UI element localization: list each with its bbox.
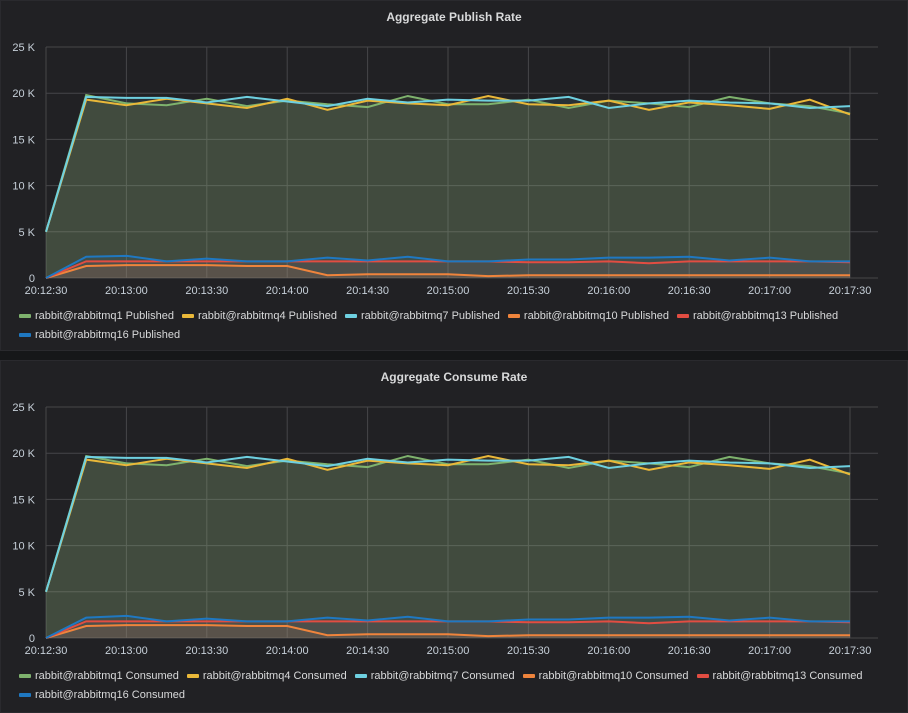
series-area-5 [46, 615, 850, 638]
legend-label: rabbit@rabbitmq1 Consumed [35, 670, 179, 682]
legend-item[interactable]: rabbit@rabbitmq10 Consumed [522, 667, 689, 686]
legend-item[interactable]: rabbit@rabbitmq7 Published [344, 307, 500, 326]
series-area-0 [46, 95, 850, 278]
y-tick-label: 10 K [12, 541, 35, 553]
y-tick-label: 15 K [12, 494, 35, 506]
consume-rate-chart: 0 5 K 10 K 15 K 20 K 25 K 20:12:30 20:13:00 20:1… [12, 402, 878, 657]
legend-item[interactable]: rabbit@rabbitmq7 Consumed [354, 667, 515, 686]
y-tick-label: 0 [29, 273, 35, 285]
panel-title[interactable]: Aggregate Publish Rate [386, 10, 522, 24]
x-tick-label: 20:17:30 [829, 645, 872, 657]
x-tick-label: 20:16:00 [587, 645, 630, 657]
x-tick-label: 20:17:00 [748, 285, 791, 297]
y-tick-label: 0 [29, 633, 35, 645]
x-tick-label: 20:15:00 [427, 645, 470, 657]
legend-label: rabbit@rabbitmq13 Published [693, 310, 839, 322]
legend-swatch [181, 314, 194, 319]
x-tick-label: 20:14:00 [266, 645, 309, 657]
legend-item[interactable]: rabbit@rabbitmq16 Consumed [19, 686, 185, 705]
x-tick-label: 20:16:00 [587, 285, 630, 297]
x-tick-label: 20:15:30 [507, 645, 550, 657]
legend-swatch [19, 333, 31, 338]
legend-item[interactable]: rabbit@rabbitmq13 Consumed [696, 667, 863, 686]
x-tick-label: 20:12:30 [25, 645, 68, 657]
series-line-5 [45, 614, 850, 639]
legend-label: rabbit@rabbitmq7 Published [360, 310, 500, 322]
series-area-2 [46, 456, 850, 638]
legend-label: rabbit@rabbitmq7 Consumed [370, 670, 515, 682]
x-tick-label: 20:15:00 [427, 285, 470, 297]
consume-rate-panel: Aggregate Consume Rate 0 5 K 10 K 15 K 20 K 2… [0, 360, 908, 713]
series-area-2 [46, 96, 850, 279]
x-tick-label: 20:15:30 [507, 285, 550, 297]
series-area-0 [46, 455, 850, 638]
legend-swatch [19, 693, 31, 698]
publish-rate-panel: Aggregate Publish Rate 0 5 K 10 K 15 K 20 K 2… [0, 0, 908, 351]
series-line-5 [45, 254, 850, 279]
x-tick-label: 20:13:00 [105, 285, 148, 297]
y-tick-label: 5 K [18, 587, 35, 599]
legend-swatch [696, 674, 709, 679]
y-tick-label: 20 K [12, 88, 35, 100]
y-tick-label: 10 K [12, 181, 35, 193]
legend-swatch [507, 314, 520, 319]
x-tick-label: 20:17:00 [748, 645, 791, 657]
legend-label: rabbit@rabbitmq13 Consumed [712, 670, 863, 682]
legend-item[interactable]: rabbit@rabbitmq1 Published [19, 307, 174, 326]
legend-swatch [344, 314, 357, 319]
legend-swatch [19, 314, 31, 319]
series-area-1 [46, 95, 850, 278]
legend-swatch [677, 314, 689, 319]
legend-item[interactable]: rabbit@rabbitmq4 Consumed [186, 667, 347, 686]
legend: rabbit@rabbitmq1 Published rabbit@rabbitm… [19, 307, 899, 345]
legend-label: rabbit@rabbitmq16 Published [35, 329, 181, 341]
legend-label: rabbit@rabbitmq10 Published [523, 310, 669, 322]
y-tick-label: 25 K [12, 402, 35, 414]
x-tick-label: 20:14:00 [266, 285, 309, 297]
legend-label: rabbit@rabbitmq16 Consumed [35, 689, 185, 701]
x-tick-label: 20:16:30 [668, 285, 711, 297]
legend-item[interactable]: rabbit@rabbitmq13 Published [677, 307, 838, 326]
series-area-3 [46, 625, 850, 638]
x-tick-label: 20:14:30 [346, 645, 389, 657]
legend-label: rabbit@rabbitmq4 Consumed [202, 670, 347, 682]
series-area-3 [46, 265, 850, 278]
legend-swatch [354, 674, 367, 679]
legend-swatch [19, 674, 31, 679]
y-tick-label: 25 K [12, 42, 35, 54]
legend-label: rabbit@rabbitmq4 Published [197, 310, 337, 322]
legend-swatch [186, 674, 199, 679]
y-tick-label: 20 K [12, 448, 35, 460]
y-tick-label: 5 K [18, 227, 35, 239]
publish-rate-chart: 0 5 K 10 K 15 K 20 K 25 K 20:12:30 20:13:00 20:1… [12, 42, 878, 297]
legend-item[interactable]: rabbit@rabbitmq1 Consumed [19, 667, 179, 686]
x-tick-label: 20:13:30 [185, 285, 228, 297]
legend-item[interactable]: rabbit@rabbitmq4 Published [181, 307, 337, 326]
series-area-1 [46, 455, 850, 638]
legend-label: rabbit@rabbitmq10 Consumed [538, 670, 689, 682]
legend-item[interactable]: rabbit@rabbitmq16 Published [19, 326, 180, 345]
legend-item[interactable]: rabbit@rabbitmq10 Published [507, 307, 669, 326]
series-line-3 [45, 624, 850, 639]
panel-title[interactable]: Aggregate Consume Rate [380, 370, 528, 384]
series-line-2 [45, 455, 851, 593]
x-tick-label: 20:14:30 [346, 285, 389, 297]
legend-swatch [522, 674, 535, 679]
legend-label: rabbit@rabbitmq1 Published [35, 310, 174, 322]
x-tick-label: 20:17:30 [829, 285, 872, 297]
x-tick-label: 20:13:30 [185, 645, 228, 657]
series-line-2 [45, 95, 851, 233]
x-tick-label: 20:13:00 [105, 645, 148, 657]
x-tick-label: 20:12:30 [25, 285, 68, 297]
x-tick-label: 20:16:30 [668, 645, 711, 657]
y-tick-label: 15 K [12, 134, 35, 146]
legend: rabbit@rabbitmq1 Consumed rabbit@rabbitmq… [19, 667, 899, 705]
series-line-3 [45, 264, 850, 279]
